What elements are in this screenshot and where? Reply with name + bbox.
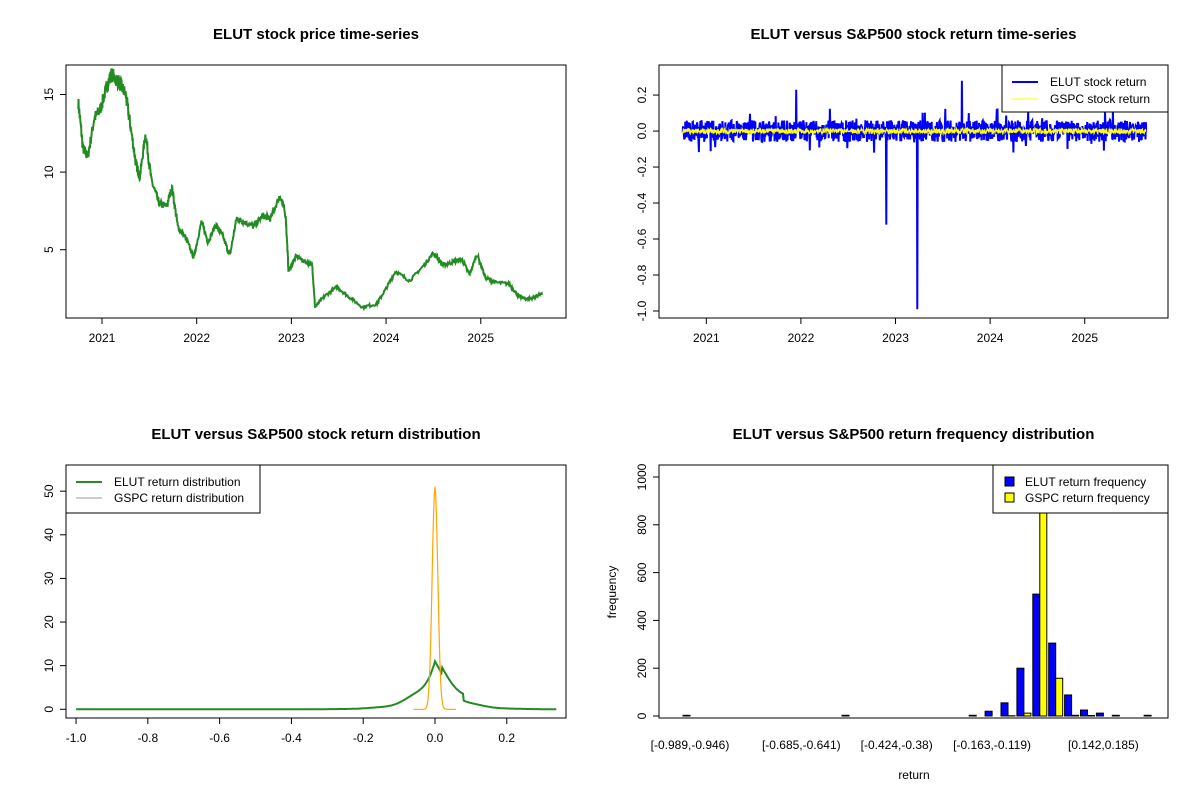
x-tick-label: [-0.685,-0.641) <box>762 738 841 752</box>
x-tick-label: 2022 <box>183 331 210 345</box>
bar-elut <box>682 714 691 717</box>
y-tick-label: -1.0 <box>635 300 649 321</box>
bar-elut <box>841 714 850 717</box>
x-tick-label: 2021 <box>693 331 720 345</box>
x-tick-label: 2023 <box>882 331 909 345</box>
elut-return-line <box>681 80 1148 310</box>
x-tick-label: -0.8 <box>137 731 158 745</box>
bar-elut <box>1016 667 1025 717</box>
y-tick-label: 40 <box>42 528 56 542</box>
x-tick-label: -1.0 <box>66 731 87 745</box>
x-tick-label: [-0.989,-0.946) <box>651 738 730 752</box>
gspc-density-line <box>413 486 456 710</box>
legend-swatch-elut <box>1004 476 1015 487</box>
y-tick-label: 0.2 <box>635 86 649 103</box>
legend-label: GSPC stock return <box>1050 92 1150 106</box>
legend-label: ELUT return distribution <box>114 475 241 489</box>
y-tick-label: 0.0 <box>635 122 649 139</box>
legend-label: GSPC return frequency <box>1025 491 1150 505</box>
y-tick-label: -0.8 <box>635 264 649 285</box>
price-line <box>77 68 543 312</box>
y-tick-label: -0.2 <box>635 156 649 177</box>
y-tick-label: 15 <box>42 87 56 101</box>
bars <box>682 469 1152 717</box>
legend-label: GSPC return distribution <box>114 491 244 505</box>
legend-label: ELUT stock return <box>1050 75 1146 89</box>
x-tick-label: 2023 <box>278 331 305 345</box>
y-tick-label: 600 <box>635 562 649 582</box>
chart-title: ELUT versus S&P500 stock return time-ser… <box>751 26 1077 43</box>
x-axis-label: return <box>898 768 929 782</box>
y-tick-label: 0 <box>635 712 649 719</box>
y-tick-label: 1000 <box>635 463 649 490</box>
y-tick-label: 400 <box>635 610 649 630</box>
y-tick-label: 50 <box>42 484 56 498</box>
legend-box <box>992 464 1169 514</box>
return-timeseries-chart: ELUT versus S&P500 stock return time-ser… <box>635 26 1169 345</box>
x-tick-label: 2022 <box>788 331 815 345</box>
x-tick-label: 2024 <box>373 331 400 345</box>
legend-label: ELUT return frequency <box>1025 475 1146 489</box>
x-tick-label: 2021 <box>89 331 116 345</box>
bar-elut <box>1064 694 1073 717</box>
legend-swatch-gspc <box>1004 492 1015 503</box>
y-tick-label: -0.6 <box>635 228 649 249</box>
chart-title: ELUT versus S&P500 return frequency dist… <box>733 426 1095 443</box>
legend: ELUT return frequency GSPC return frequen… <box>992 464 1169 514</box>
legend-box <box>1001 64 1169 113</box>
bar-gspc <box>1071 714 1080 717</box>
x-tick-label: -0.2 <box>353 731 374 745</box>
legend: ELUT stock return GSPC stock return <box>1001 64 1169 113</box>
x-tick-label: -0.6 <box>209 731 230 745</box>
y-tick-label: 10 <box>42 659 56 673</box>
bar-gspc <box>1023 712 1032 717</box>
legend-box <box>65 464 261 514</box>
bar-elut <box>968 714 977 717</box>
bar-elut <box>1048 642 1057 717</box>
bar-elut <box>1095 712 1104 717</box>
y-tick-label: 30 <box>42 571 56 585</box>
bar-elut <box>1000 702 1009 717</box>
y-tick-label: 20 <box>42 615 56 629</box>
bar-elut <box>984 710 993 717</box>
bar-elut <box>1032 593 1041 717</box>
price-chart: ELUT stock price time-series 5 10 15 2021 202… <box>42 26 567 345</box>
x-tick-label: 2025 <box>467 331 494 345</box>
x-tick-label: [-0.424,-0.38) <box>861 738 933 752</box>
chart-title: ELUT versus S&P500 stock return distribu… <box>151 426 480 443</box>
x-tick-label: [0.142,0.185) <box>1068 738 1139 752</box>
bar-elut <box>1143 714 1152 717</box>
x-tick-label: 2025 <box>1071 331 1098 345</box>
y-tick-label: 5 <box>42 246 56 253</box>
bar-elut <box>1080 709 1088 717</box>
x-tick-label: 0.0 <box>427 731 444 745</box>
x-tick-label: 0.2 <box>498 731 515 745</box>
legend: ELUT return distribution GSPC return dist… <box>65 464 261 514</box>
bar-gspc <box>1055 677 1064 717</box>
x-tick-label: -0.4 <box>281 731 302 745</box>
y-tick-label: 200 <box>635 658 649 678</box>
y-tick-label: 800 <box>635 514 649 534</box>
y-tick-label: 0 <box>42 706 56 713</box>
gspc-return-line <box>682 126 1147 137</box>
x-tick-label: [-0.163,-0.119) <box>953 738 1031 752</box>
return-density-chart: ELUT versus S&P500 stock return distribu… <box>42 426 567 745</box>
elut-density-line <box>76 658 557 711</box>
x-tick-label: 2024 <box>977 331 1004 345</box>
y-tick-label: 10 <box>42 165 56 179</box>
y-axis-label: frequency <box>605 566 619 619</box>
bar-elut <box>1111 714 1120 717</box>
y-tick-label: -0.4 <box>635 192 649 213</box>
chart-title: ELUT stock price time-series <box>213 26 419 43</box>
return-frequency-chart: ELUT versus S&P500 return frequency dist… <box>605 426 1169 782</box>
